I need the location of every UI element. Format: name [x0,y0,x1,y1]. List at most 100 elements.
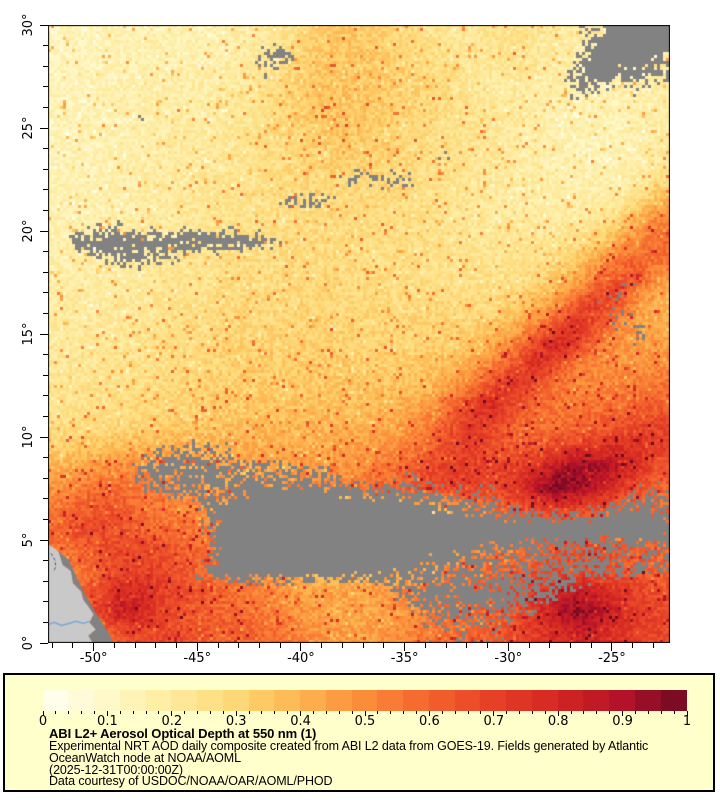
colorbar-minor-tick [325,711,327,714]
x-major-tick [507,643,509,651]
y-minor-tick [43,354,48,356]
y-minor-tick [43,560,48,562]
colorbar-major-tick [171,711,173,716]
y-minor-tick [43,498,48,500]
x-minor-tick [258,643,260,648]
colorbar-minor-tick [287,711,289,714]
x-minor-tick [466,643,468,648]
colorbar-minor-tick [81,711,83,714]
x-minor-tick [383,643,385,648]
colorbar-tick-label: 0.3 [225,714,247,729]
y-minor-tick [43,457,48,459]
colorbar-tick-label: 0 [38,714,48,729]
y-major-tick [40,127,48,129]
legend-panel: 0 0.1 0.2 0.3 0.4 0.5 0.6 0.7 0.8 0.9 1 ABI L2+ Ae… [3,673,715,792]
colorbar-minor-tick [55,711,57,714]
caption-block: ABI L2+ Aerosol Optical Depth at 550 nm … [49,727,705,788]
x-minor-tick [569,643,571,648]
colorbar-major-tick [235,711,237,716]
y-minor-tick [43,477,48,479]
y-minor-tick [43,580,48,582]
y-minor-tick [43,271,48,273]
colorbar-tick-label: 0.5 [354,714,376,729]
x-minor-tick [528,643,530,648]
legend-description-line2: OceanWatch node at NOAA/AOML [49,750,241,765]
x-tick-label: -50° [79,651,108,666]
y-tick-label: 20° [21,219,36,243]
legend-credit: Data courtesy of USDOC/NOAA/OAR/AOML/PHO… [49,774,333,789]
colorbar-major-tick [364,711,366,716]
colorbar-major-tick [622,711,624,716]
colorbar-canvas [43,690,687,711]
colorbar-tick-label: 0.7 [483,714,505,729]
y-minor-tick [43,395,48,397]
colorbar-major-tick [106,711,108,716]
colorbar-minor-tick [274,711,276,714]
x-minor-tick [321,643,323,648]
colorbar-minor-tick [351,711,353,714]
x-minor-tick [72,643,74,648]
colorbar-minor-tick [454,711,456,714]
x-minor-tick [341,643,343,648]
x-tick-label: -25° [598,651,626,666]
x-tick-label: -45° [183,651,212,666]
colorbar-minor-tick [197,711,199,714]
y-minor-tick [43,209,48,211]
x-major-tick [93,643,95,651]
colorbar-minor-tick [248,711,250,714]
x-minor-tick [217,643,219,648]
colorbar-minor-tick [390,711,392,714]
y-tick-label: 25° [21,116,36,140]
colorbar-minor-tick [531,711,533,714]
colorbar-minor-tick [467,711,469,714]
colorbar-minor-tick [403,711,405,714]
colorbar-minor-tick [119,711,121,714]
colorbar-tick-label: 0.6 [419,714,440,729]
x-minor-tick [113,643,115,648]
colorbar-tick-label: 0.4 [290,714,311,729]
y-major-tick [40,24,48,26]
colorbar-minor-tick [609,711,611,714]
y-minor-tick [43,374,48,376]
y-tick-label: 10° [21,425,36,449]
colorbar-minor-tick [634,711,636,714]
colorbar-minor-tick [184,711,186,714]
y-minor-tick [43,621,48,623]
colorbar-minor-tick [145,711,147,714]
y-major-tick [40,230,48,232]
colorbar-tick-label: 0.8 [547,714,569,729]
colorbar-major-tick [686,711,688,716]
x-minor-tick [652,643,654,648]
x-minor-tick [487,643,489,648]
colorbar-minor-tick [338,711,340,714]
colorbar-minor-tick [570,711,572,714]
colorbar-minor-tick [647,711,649,714]
x-tick-label: -40° [287,651,315,666]
x-minor-tick [424,643,426,648]
colorbar-minor-tick [480,711,482,714]
y-minor-tick [43,601,48,603]
colorbar-tick-label: 0.9 [612,714,633,729]
y-tick-label: 15° [21,322,36,346]
colorbar-minor-tick [519,711,521,714]
x-major-tick [611,643,613,651]
y-minor-tick [43,65,48,67]
colorbar-minor-tick [94,711,96,714]
x-minor-tick [632,643,634,648]
y-minor-tick [43,415,48,417]
colorbar-major-tick [493,711,495,716]
y-major-tick [40,539,48,541]
colorbar-minor-tick [506,711,508,714]
x-minor-tick [362,643,364,648]
legend-title: ABI L2+ Aerosol Optical Depth at 550 nm … [49,726,317,741]
colorbar-major-tick [42,711,44,716]
x-major-tick [300,643,302,651]
y-major-tick [40,333,48,335]
colorbar-tick-label: 0.1 [97,714,118,729]
y-minor-tick [43,45,48,47]
x-minor-tick [51,643,53,648]
y-minor-tick [43,148,48,150]
y-minor-tick [43,312,48,314]
y-minor-tick [43,189,48,191]
